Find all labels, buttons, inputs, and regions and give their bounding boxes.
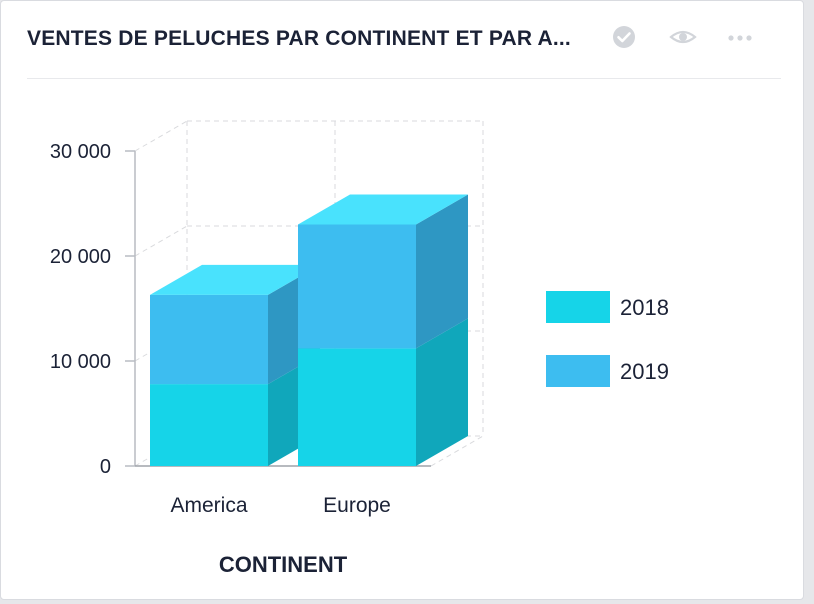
grid-diagonal-2 <box>134 225 188 257</box>
eye-icon[interactable] <box>669 25 697 49</box>
more-horizontal-icon[interactable] <box>727 25 753 49</box>
bar-america-2018 <box>150 384 268 466</box>
bar-america-2019 <box>150 294 268 385</box>
bar-top-europe <box>298 194 468 225</box>
bar-side-europe-2019 <box>416 194 468 349</box>
legend-item-2018[interactable]: 2018 <box>546 291 669 323</box>
legend-label-2019: 2019 <box>620 359 669 384</box>
bar-europe-2019 <box>298 224 416 349</box>
chart-bars <box>150 194 468 466</box>
y-tick-label-2: 20 000 <box>50 246 111 268</box>
x-tick-label-america: America <box>170 494 247 517</box>
bar-europe-2018 <box>298 348 416 466</box>
y-tick-label-1: 10 000 <box>50 351 111 373</box>
bar-top-america <box>150 264 320 295</box>
legend-swatch-2019 <box>546 355 610 387</box>
legend-item-2019[interactable]: 2019 <box>546 355 669 387</box>
check-circle-icon[interactable] <box>612 25 636 49</box>
legend-swatch-2018 <box>546 291 610 323</box>
x-axis-title: CONTINENT <box>219 552 348 577</box>
widget-title: VENTES DE PELUCHES PAR CONTINENT ET PAR … <box>27 27 571 50</box>
grid-diagonal-3 <box>134 120 188 152</box>
grid-floor-right-edge <box>430 435 484 467</box>
y-tick-label-0: 0 <box>100 456 111 478</box>
x-tick-label-europe: Europe <box>323 494 391 517</box>
widget-header: VENTES DE PELUCHES PAR CONTINENT ET PAR … <box>1 1 803 79</box>
y-tick-label-3: 30 000 <box>50 141 111 163</box>
legend-label-2018: 2018 <box>620 295 669 320</box>
header-divider <box>27 78 781 79</box>
chart-legend: 2018 2019 <box>546 291 669 387</box>
bar-side-europe-2018 <box>416 318 468 466</box>
